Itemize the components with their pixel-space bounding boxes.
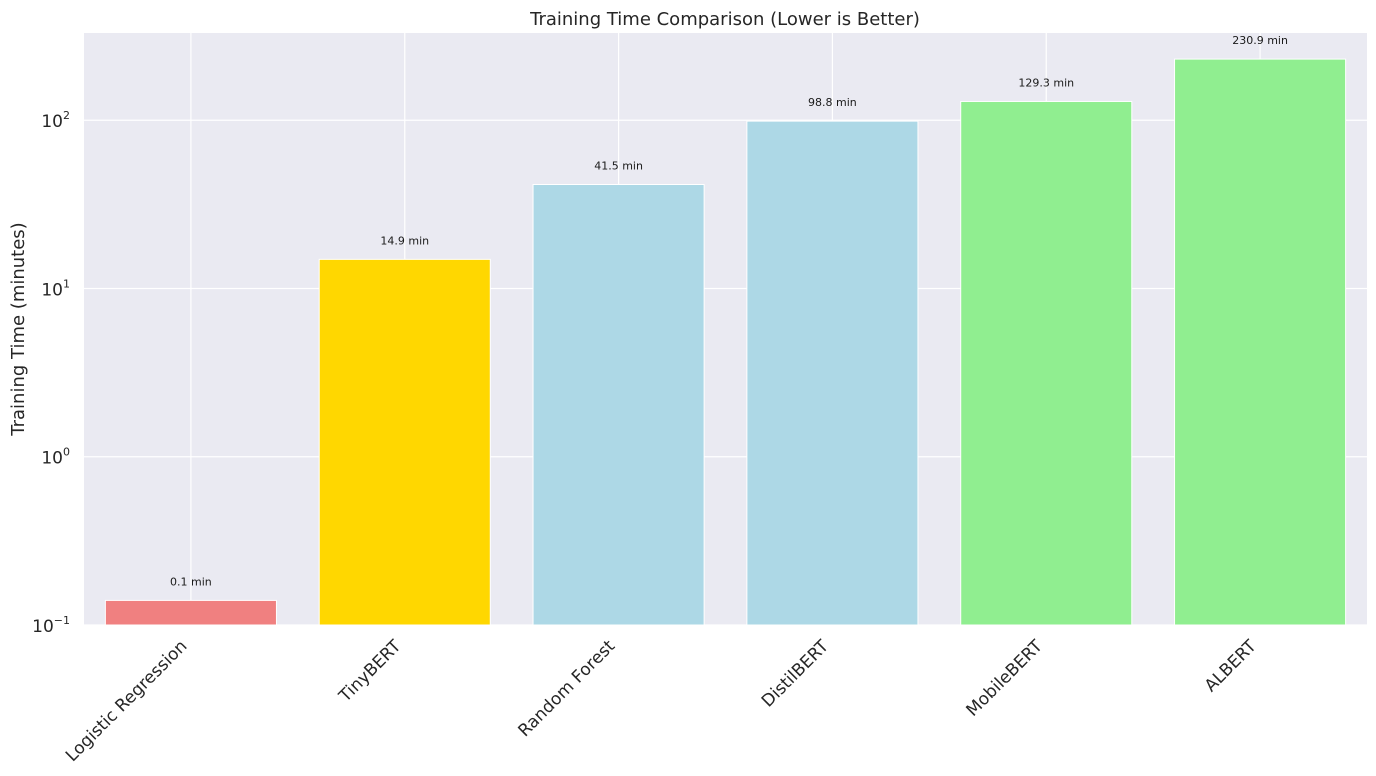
x-tick-label: ALBERT <box>1201 636 1261 696</box>
bar-value-label: 230.9 min <box>1232 34 1288 47</box>
bar-value-labels: 0.1 min 14.9 min 41.5 min 98.8 min 129.3 min… <box>170 34 1288 588</box>
bar-tinybert <box>318 258 491 626</box>
y-tick-label: 101 <box>41 277 70 300</box>
bar-value-label: 14.9 min <box>380 234 429 247</box>
x-axis-ticks: Logistic Regression TinyBERT Random Forest… <box>62 636 1261 766</box>
x-tick-label: TinyBERT <box>335 636 406 707</box>
x-tick-label: MobileBERT <box>963 636 1048 721</box>
y-axis-ticks: 10−1 100 101 102 <box>32 109 70 637</box>
bars <box>104 58 1347 626</box>
bar-value-label: 98.8 min <box>808 96 857 109</box>
y-tick-label: 100 <box>41 446 70 469</box>
bar-random-forest <box>532 184 705 626</box>
x-tick-label: Random Forest <box>514 636 619 741</box>
bar-value-label: 129.3 min <box>1018 76 1074 89</box>
bar-value-label: 0.1 min <box>170 575 212 588</box>
bar-albert <box>1174 58 1347 626</box>
bar-value-label: 41.5 min <box>594 160 643 173</box>
plot-area <box>84 33 1367 625</box>
bar-distilbert <box>746 120 919 626</box>
y-tick-label: 10−1 <box>32 614 70 637</box>
x-tick-label: Logistic Regression <box>62 636 191 765</box>
chart-title: Training Time Comparison (Lower is Bette… <box>529 9 920 30</box>
bar-mobilebert <box>960 100 1133 626</box>
y-tick-label: 102 <box>41 109 70 132</box>
bar-logistic-regression <box>104 599 277 626</box>
y-axis-label: Training Time (minutes) <box>8 222 29 436</box>
x-tick-label: DistilBERT <box>758 636 833 711</box>
